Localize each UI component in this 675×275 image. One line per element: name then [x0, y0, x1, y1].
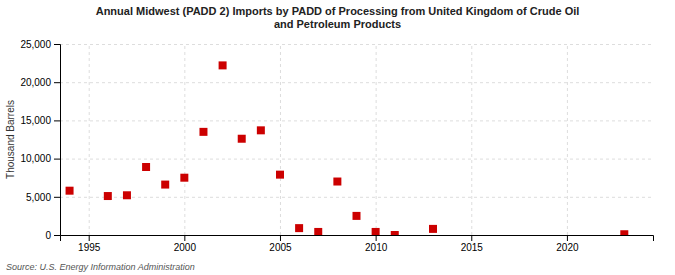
y-tick-label: 0: [45, 230, 51, 241]
y-grid-tick: [60, 197, 653, 198]
y-tick: 25,000: [20, 39, 60, 50]
y-grid-tick: [60, 120, 653, 121]
x-tick: 2010: [365, 235, 388, 253]
plot-area: 1995 2000 2005 2010 2015 2020 0 5,000 10,000 15,0…: [20, 39, 653, 253]
y-tick-mark: [54, 82, 60, 83]
point: [391, 231, 399, 235]
y-tick-label: 10,000: [20, 153, 51, 164]
x-tick-mark: [184, 235, 185, 241]
x-grid-line: [89, 44, 90, 235]
point: [295, 224, 303, 232]
point: [123, 191, 131, 199]
chart-container: 1995 2000 2005 2010 2015 2020 0 5,000 10,000 15,0…: [0, 0, 675, 275]
x-tick: 2005: [269, 235, 292, 253]
y-grid-line: [60, 44, 653, 45]
point: [66, 187, 74, 195]
y-tick-label: 15,000: [20, 115, 51, 126]
point: [104, 192, 112, 200]
title-line: and Petroleum Products: [274, 18, 401, 30]
x-grid-line: [184, 44, 185, 235]
y-grid: [60, 45, 653, 236]
x-tick-label: 2005: [269, 242, 292, 253]
y-tick: 15,000: [20, 115, 60, 126]
x-tick: 1995: [78, 235, 101, 253]
point: [238, 135, 246, 143]
title: Annual Midwest (PADD 2) Imports by PADD …: [96, 5, 580, 30]
point: [429, 225, 437, 233]
x-tick-label: 2020: [556, 242, 579, 253]
point: [314, 228, 322, 235]
y-grid-tick: [60, 159, 653, 160]
point: [180, 174, 188, 182]
y-grid-tick: [60, 82, 653, 83]
x-grid-line: [376, 44, 377, 235]
y-tick-label: 25,000: [20, 39, 51, 50]
title-line: Annual Midwest (PADD 2) Imports by PADD …: [96, 5, 580, 17]
y-grid-line: [60, 82, 653, 83]
y-tick: 5,000: [26, 192, 60, 203]
y-tick-mark: [54, 197, 60, 198]
chart-svg: 1995 2000 2005 2010 2015 2020 0 5,000 10,000 15,0…: [0, 0, 675, 275]
x-tick-mark: [89, 235, 90, 241]
x-tick: 2000: [174, 235, 197, 253]
x-tick-label: 1995: [78, 242, 101, 253]
point: [333, 178, 341, 186]
point: [257, 126, 265, 134]
x-tick-label: 2015: [461, 242, 484, 253]
point: [161, 181, 169, 189]
x-tick-mark: [280, 235, 281, 241]
y-grid-tick: [60, 44, 653, 45]
x-tick-mark: [471, 235, 472, 241]
x-tick-mark: [376, 235, 377, 241]
y-tick-mark: [54, 44, 60, 45]
x-tick-mark: [567, 235, 568, 241]
y-tick-label: 20,000: [20, 77, 51, 88]
point: [372, 228, 380, 235]
x-axis-line: [61, 236, 654, 242]
y-axis: 0 5,000 10,000 15,000 20,000 25,000: [20, 39, 60, 241]
y-tick: 10,000: [20, 153, 60, 164]
point: [219, 61, 227, 69]
y-tick: 20,000: [20, 77, 60, 88]
y-grid-line: [60, 159, 653, 160]
x-grid-line: [567, 44, 568, 235]
y-tick-label: 5,000: [26, 192, 51, 203]
x-grid-tick: [471, 44, 472, 235]
x-grid-line: [471, 44, 472, 235]
x-grid-tick: [89, 44, 90, 235]
x-grid-line: [280, 44, 281, 235]
x-tick-label: 2000: [174, 242, 197, 253]
y-axis-line: [54, 45, 61, 236]
x-tick-label: 2010: [365, 242, 388, 253]
point: [353, 212, 361, 220]
points: [66, 61, 629, 235]
x-grid-tick: [184, 44, 185, 235]
y-grid-line: [60, 120, 653, 121]
x-grid: [89, 44, 567, 235]
y-axis-title: Thousand Barrels: [5, 100, 16, 179]
x-axis: 1995 2000 2005 2010 2015 2020: [61, 235, 654, 253]
y-tick-mark: [54, 120, 60, 121]
x-tick: 2020: [556, 235, 579, 253]
y-tick-mark: [54, 159, 60, 160]
y-grid-line: [60, 197, 653, 198]
x-tick: 2015: [461, 235, 484, 253]
point: [276, 171, 284, 179]
point: [142, 163, 150, 171]
x-grid-tick: [567, 44, 568, 235]
y-tick-mark: [54, 235, 60, 236]
point: [199, 128, 207, 136]
point: [620, 230, 628, 235]
source-note: Source: U.S. Energy Information Administ…: [6, 262, 195, 272]
x-grid-tick: [280, 44, 281, 235]
y-tick: 0: [45, 230, 60, 241]
x-grid-tick: [376, 44, 377, 235]
